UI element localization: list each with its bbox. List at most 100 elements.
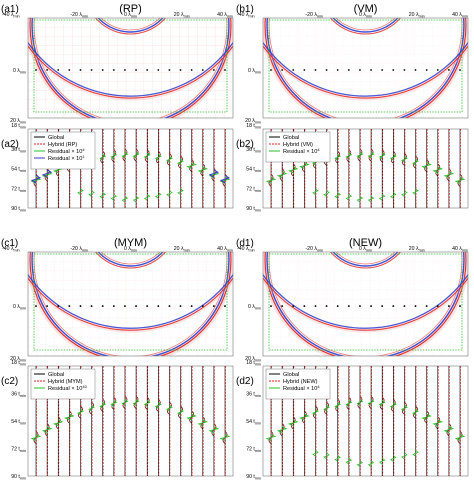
snapshot-bg (263, 18, 468, 118)
receiver-dot (303, 69, 306, 71)
receiver-dot (270, 305, 272, 307)
wavefront2-red (28, 45, 233, 99)
residual-wiggle-late (356, 460, 364, 468)
receiver-dot (168, 69, 171, 71)
receiver-dot (403, 69, 406, 71)
residual-wiggle-alt (41, 169, 53, 178)
receiver-dot (447, 305, 450, 307)
receiver-dot (90, 305, 93, 307)
y-tick-label: 18 tmin (246, 123, 261, 130)
receiver-dot (359, 69, 361, 71)
panel-label-trace: (d2) (236, 376, 254, 387)
residual-wiggle (132, 399, 140, 406)
residual-wiggle-late (390, 192, 397, 199)
receiver-dot (381, 69, 384, 71)
receiver-dot (370, 69, 372, 71)
legend-entry: Residual × 104 (283, 384, 320, 392)
residual-wiggle (110, 152, 118, 160)
y-tick-label: 20 λmin (10, 356, 26, 363)
panel-title: (NEW) (349, 237, 382, 249)
snapshot (28, 18, 233, 118)
x-tick-label: -40 λmin (2, 246, 20, 253)
residual-wiggle (421, 413, 432, 421)
panel-label-trace: (a2) (1, 139, 19, 150)
panel-label-snapshot: (d1) (236, 238, 254, 249)
residual-wiggle-late (412, 450, 419, 457)
receiver-dot (157, 69, 160, 71)
x-tick-label: -20 λmin (70, 12, 88, 19)
y-tick-label: 0 λmin (248, 68, 261, 75)
residual-wiggle-late (155, 192, 162, 199)
snapshot-frame (262, 251, 469, 357)
residual-wiggle-late (334, 455, 341, 462)
legend-entry: Residual × 1040 (48, 384, 88, 392)
residual-wiggle-late (177, 188, 184, 196)
y-tick-label: 36 tmin (11, 392, 26, 399)
snapshot (263, 18, 468, 118)
receiver-dot (314, 69, 317, 71)
residual-wiggle (186, 162, 197, 170)
receiver-dot (425, 69, 428, 71)
residual-wiggle (401, 404, 408, 412)
receiver-dot (325, 69, 328, 71)
residual-wiggle (312, 408, 319, 416)
legend-entry: Hybrid (NEW) (283, 379, 318, 385)
x-tick-label: -40 λmin (237, 246, 255, 253)
hybrid-boundary (33, 19, 228, 113)
residual-wiggle-late (401, 452, 408, 460)
y-tick-label: 0 λmin (13, 304, 26, 311)
wavefront-outer-blue (31, 18, 230, 118)
residual-wiggle-late (378, 193, 386, 201)
receiver-dot (179, 69, 182, 71)
residual-wiggle (367, 151, 375, 159)
receiver-dot (459, 305, 461, 307)
y-tick-label: 90 tmin (246, 206, 261, 213)
receiver-dot (146, 305, 149, 307)
residual-wiggle (64, 413, 75, 421)
receiver-dot (347, 305, 350, 307)
residual-wiggle-late (412, 188, 419, 196)
y-tick-label: 54 tmin (246, 419, 261, 426)
receiver-dot (101, 69, 104, 71)
legend-entry: Global (48, 372, 64, 378)
y-tick-label: 90 tmin (246, 474, 261, 481)
panel-new: (d1) (NEW) (d2) -40 λmin -20 λmin 0 λmin 20 λm… (236, 237, 469, 481)
wavefront-outer-red (29, 18, 232, 118)
residual-wiggle (276, 426, 288, 434)
panel-title: (VM) (354, 3, 378, 15)
receiver-dot (190, 69, 193, 71)
residual-wiggle (265, 176, 277, 184)
x-tick-label: -40 λmin (2, 12, 20, 19)
receiver-dot (336, 69, 339, 71)
x-tick-label: 0 λmin (359, 246, 372, 253)
receiver-dot (46, 69, 49, 71)
receiver-dot (459, 69, 461, 71)
y-tick-label: 18 tmin (11, 360, 26, 367)
wavefront-outer-red2 (33, 18, 228, 118)
residual-wiggle (299, 413, 310, 421)
residual-wiggle-late (312, 450, 319, 457)
residual-wiggle-late (401, 190, 408, 197)
x-tick-label: 0 λmin (359, 12, 372, 19)
residual-wiggle (77, 408, 84, 416)
receiver-dot (370, 305, 372, 307)
residual-wiggle (265, 434, 277, 441)
residual-wiggle-late (166, 190, 173, 197)
residual-wiggle (197, 166, 209, 174)
residual-wiggle (186, 413, 197, 421)
receiver-dot (436, 69, 439, 71)
y-tick-label: 20 λmin (245, 118, 261, 125)
y-tick-label: 18 tmin (246, 360, 261, 367)
x-tick-label: 0 λmin (124, 12, 137, 19)
legend-entry: Global (48, 135, 64, 141)
y-tick-label: 18 tmin (11, 123, 26, 130)
receiver-dot (436, 305, 439, 307)
x-tick-label: -20 λmin (305, 12, 323, 19)
receiver-dot (68, 305, 71, 307)
wavefront-outer-red2 (268, 18, 463, 118)
residual-wiggle-alt (30, 174, 42, 184)
panel-label-trace: (c2) (1, 376, 18, 387)
